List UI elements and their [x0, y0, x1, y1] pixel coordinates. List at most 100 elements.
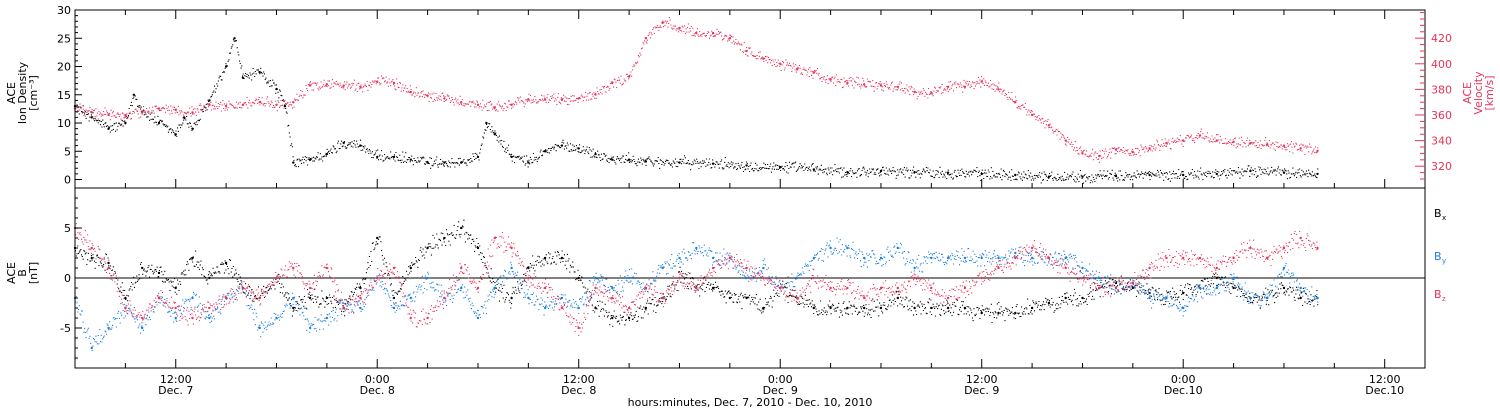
x-tick-label: 12:00 — [1369, 373, 1401, 386]
x-tick-date: Dec. 9 — [964, 384, 999, 397]
bz-point — [594, 286, 597, 290]
ion-density-point — [233, 37, 236, 40]
ion-density-series — [73, 37, 1319, 184]
bz-series — [73, 223, 1319, 336]
bz-point — [997, 266, 1000, 270]
ion-density-point — [124, 121, 127, 125]
bz-point — [1114, 286, 1118, 290]
velocity-point — [443, 97, 446, 100]
x-tick-label: 12:00 — [160, 373, 192, 386]
bz-point — [191, 316, 194, 320]
bz-point — [795, 296, 799, 300]
bz-point — [443, 296, 446, 300]
ion-density-point — [594, 152, 597, 156]
bx-point — [476, 246, 480, 250]
ion-density-point — [283, 104, 287, 108]
by-point — [208, 316, 211, 320]
by-point — [627, 276, 631, 280]
by-point — [1014, 251, 1017, 255]
bz-point — [90, 246, 94, 250]
by-point — [174, 316, 177, 320]
bz-point — [930, 286, 933, 290]
bz-point — [392, 266, 396, 270]
x-tick-date: Dec. 7 — [158, 384, 193, 397]
density-axis-label-line: Ion Density — [16, 61, 29, 124]
by-point — [1299, 286, 1302, 290]
bz-point — [1182, 256, 1185, 260]
x-axis-title: hours:minutes, Dec. 7, 2010 - Dec. 10, 2… — [628, 396, 873, 409]
velocity-point — [946, 85, 950, 89]
ion-density-point — [644, 160, 648, 163]
by-point — [678, 256, 681, 260]
bx-point — [224, 261, 228, 265]
velocity-point — [409, 90, 412, 94]
bx-point — [376, 236, 379, 240]
by-point — [762, 266, 765, 270]
b-tick-label: 5 — [64, 222, 71, 235]
x-tick-date: Dec.10 — [1365, 384, 1404, 397]
ion-density-point — [1148, 173, 1151, 177]
bx-point — [577, 276, 580, 280]
bx-point — [1131, 286, 1135, 290]
ion-density-point — [577, 147, 580, 150]
by-point — [913, 266, 916, 270]
bz-point — [829, 286, 832, 290]
velocity-point — [863, 83, 866, 86]
x-tick-label: 12:00 — [563, 373, 595, 386]
velocity-tick-label: 320 — [1431, 160, 1452, 173]
by-point — [308, 326, 312, 330]
bz-point — [1098, 286, 1101, 290]
velocity-point — [224, 104, 228, 108]
by-point — [107, 326, 110, 330]
bx-point — [1064, 296, 1067, 300]
plot-frame — [74, 9, 1426, 369]
bz-point — [359, 296, 362, 300]
velocity-point — [1081, 152, 1084, 155]
bx-point — [728, 296, 732, 300]
bz-point — [1148, 266, 1151, 270]
velocity-point — [342, 84, 345, 87]
bx-point — [930, 306, 933, 310]
ion-density-point — [485, 121, 488, 125]
velocity-point — [1299, 147, 1302, 150]
velocity-point — [392, 81, 396, 85]
velocity-trace — [75, 17, 1319, 163]
velocity-tick-label: 420 — [1431, 32, 1452, 45]
density-tick-label: 0 — [64, 174, 71, 187]
by-point — [460, 286, 463, 290]
x-tick-date: Dec. 8 — [561, 384, 596, 397]
bx-point — [812, 306, 815, 310]
bx-point — [292, 306, 295, 310]
by-point — [577, 306, 580, 310]
bz-point — [1215, 266, 1219, 270]
bx-point — [107, 261, 110, 265]
ion-density-point — [1182, 173, 1185, 177]
bz-point — [174, 306, 177, 310]
bx-point — [829, 306, 832, 310]
by-point — [963, 256, 967, 260]
ion-density-point — [527, 161, 530, 164]
ion-density-point — [292, 161, 295, 164]
by-point — [510, 266, 513, 270]
by-point — [812, 256, 815, 260]
legend-subscript: x — [1442, 214, 1446, 222]
bz-point — [1232, 256, 1235, 260]
bz-point — [946, 296, 950, 300]
b-axis-label-line: [nT] — [27, 262, 40, 284]
bx-point — [611, 316, 614, 320]
by-point — [946, 256, 950, 260]
legend-subscript: y — [1442, 257, 1446, 265]
bx-point — [1232, 286, 1235, 290]
by-point — [1030, 256, 1034, 260]
x-tick-label: 12:00 — [966, 373, 998, 386]
velocity-point — [359, 85, 362, 89]
velocity-point — [1098, 154, 1101, 158]
bx-point — [946, 306, 950, 310]
bx-point — [359, 286, 362, 290]
legend-label: B — [1434, 207, 1442, 220]
bx-point — [980, 311, 983, 315]
by-point — [1316, 296, 1319, 300]
bx-point — [1047, 301, 1051, 305]
